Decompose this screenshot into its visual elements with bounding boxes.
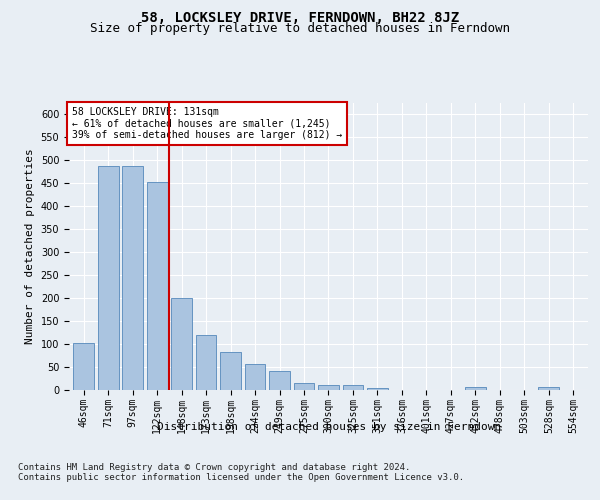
Text: 58, LOCKSLEY DRIVE, FERNDOWN, BH22 8JZ: 58, LOCKSLEY DRIVE, FERNDOWN, BH22 8JZ: [141, 11, 459, 25]
Bar: [269, 370, 290, 390]
Bar: [367, 388, 388, 390]
Bar: [318, 386, 339, 390]
Bar: [147, 182, 167, 390]
Bar: [293, 383, 314, 390]
Text: Size of property relative to detached houses in Ferndown: Size of property relative to detached ho…: [90, 22, 510, 35]
Bar: [73, 343, 94, 390]
Bar: [538, 387, 559, 390]
Bar: [98, 166, 119, 390]
Text: Contains HM Land Registry data © Crown copyright and database right 2024.
Contai: Contains HM Land Registry data © Crown c…: [18, 462, 464, 482]
Bar: [465, 387, 486, 390]
Text: Distribution of detached houses by size in Ferndown: Distribution of detached houses by size …: [157, 422, 501, 432]
Bar: [245, 364, 265, 390]
Y-axis label: Number of detached properties: Number of detached properties: [25, 148, 35, 344]
Bar: [171, 298, 192, 390]
Bar: [220, 352, 241, 390]
Bar: [343, 386, 364, 390]
Text: 58 LOCKSLEY DRIVE: 131sqm
← 61% of detached houses are smaller (1,245)
39% of se: 58 LOCKSLEY DRIVE: 131sqm ← 61% of detac…: [71, 107, 342, 140]
Bar: [122, 166, 143, 390]
Bar: [196, 335, 217, 390]
